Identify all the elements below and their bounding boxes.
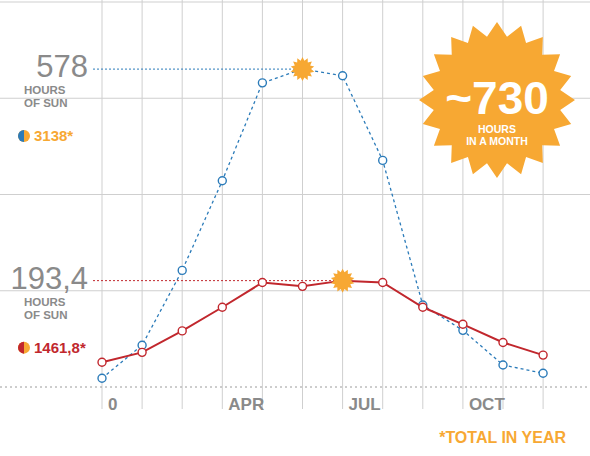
- badge-value: ~730: [445, 72, 549, 124]
- point-marker: [339, 72, 347, 80]
- badge-text: IN A MONTH: [466, 135, 528, 147]
- footnote: *TOTAL IN YEAR: [439, 429, 566, 446]
- peak-text: HOURS: [24, 296, 66, 308]
- total-label: 1461,8*: [34, 339, 86, 356]
- point-marker: [178, 266, 186, 274]
- x-tick-label: 0: [108, 395, 117, 414]
- peak-sun: [331, 269, 354, 293]
- point-marker: [459, 320, 467, 328]
- total-icon: [18, 342, 30, 354]
- x-tick-label: APR: [228, 395, 264, 414]
- grid: [0, 0, 590, 409]
- peak-text: OF SUN: [24, 97, 67, 109]
- point-marker: [98, 358, 106, 366]
- chart: 0APRJULOCT578HOURSOF SUN3138*193,4HOURSO…: [0, 0, 590, 456]
- series-line: [102, 281, 543, 363]
- point-marker: [258, 79, 266, 87]
- peak-text: HOURS: [24, 84, 66, 96]
- point-marker: [499, 361, 507, 369]
- grid-line: [0, 2, 590, 3]
- total-icon-slice: [18, 342, 24, 354]
- point-marker: [299, 282, 307, 290]
- point-marker: [379, 156, 387, 164]
- total-icon-bg: [18, 342, 30, 354]
- peak-label: 578: [36, 49, 88, 84]
- badge-shape: [419, 22, 575, 178]
- peak-guide: [93, 69, 303, 70]
- grid-line: [0, 290, 590, 291]
- point-marker: [218, 177, 226, 185]
- point-marker: [258, 279, 266, 287]
- total-icon-slice: [18, 130, 24, 142]
- peak-marker: [291, 57, 314, 81]
- grid-line-vertical: [222, 0, 223, 409]
- grid-line-vertical: [342, 0, 343, 409]
- peak-text: OF SUN: [24, 309, 67, 321]
- x-axis-baseline: [0, 387, 590, 388]
- point-marker: [138, 348, 146, 356]
- grid-line-vertical: [262, 0, 263, 409]
- point-marker: [539, 351, 547, 359]
- grid-line-vertical: [102, 0, 103, 409]
- peak-marker: [331, 269, 354, 293]
- peak-marker-core: [295, 61, 311, 77]
- grid-line: [0, 194, 590, 195]
- point-marker: [98, 374, 106, 382]
- total-icon: [18, 130, 30, 142]
- badge-text: HOURS: [478, 123, 516, 135]
- grid-line-vertical: [182, 0, 183, 409]
- peak-sun: [291, 57, 314, 81]
- badge: ~730HOURSIN A MONTH: [419, 22, 575, 178]
- grid-line-vertical: [382, 0, 383, 409]
- point-marker: [539, 369, 547, 377]
- point-marker: [178, 327, 186, 335]
- point-marker: [218, 303, 226, 311]
- point-marker: [499, 338, 507, 346]
- total-icon-bg: [18, 130, 30, 142]
- point-marker: [419, 303, 427, 311]
- x-tick-label: OCT: [469, 395, 506, 414]
- peak-marker-core: [335, 273, 351, 289]
- grid-line-vertical: [422, 0, 423, 409]
- peak-guide: [93, 280, 343, 281]
- peak-label: 193,4: [10, 261, 88, 296]
- labels: 578HOURSOF SUN3138*193,4HOURSOF SUN1461,…: [10, 49, 88, 356]
- total-label: 3138*: [34, 127, 73, 144]
- x-tick-label: JUL: [349, 395, 381, 414]
- point-marker: [379, 279, 387, 287]
